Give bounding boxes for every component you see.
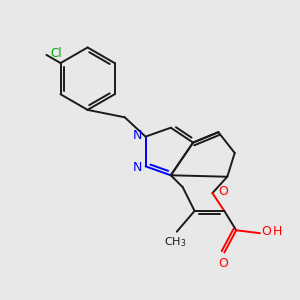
- Text: N: N: [133, 161, 142, 174]
- Text: CH$_3$: CH$_3$: [164, 235, 187, 248]
- Text: N: N: [133, 129, 142, 142]
- Text: H: H: [272, 225, 282, 238]
- Text: O: O: [218, 185, 228, 198]
- Text: O: O: [218, 257, 228, 270]
- Text: O: O: [262, 225, 271, 238]
- Text: Cl: Cl: [50, 47, 61, 60]
